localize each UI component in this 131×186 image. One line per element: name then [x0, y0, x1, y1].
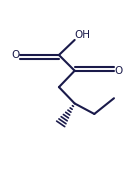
Text: OH: OH	[75, 30, 91, 40]
Text: O: O	[11, 50, 20, 60]
Text: O: O	[114, 66, 122, 76]
